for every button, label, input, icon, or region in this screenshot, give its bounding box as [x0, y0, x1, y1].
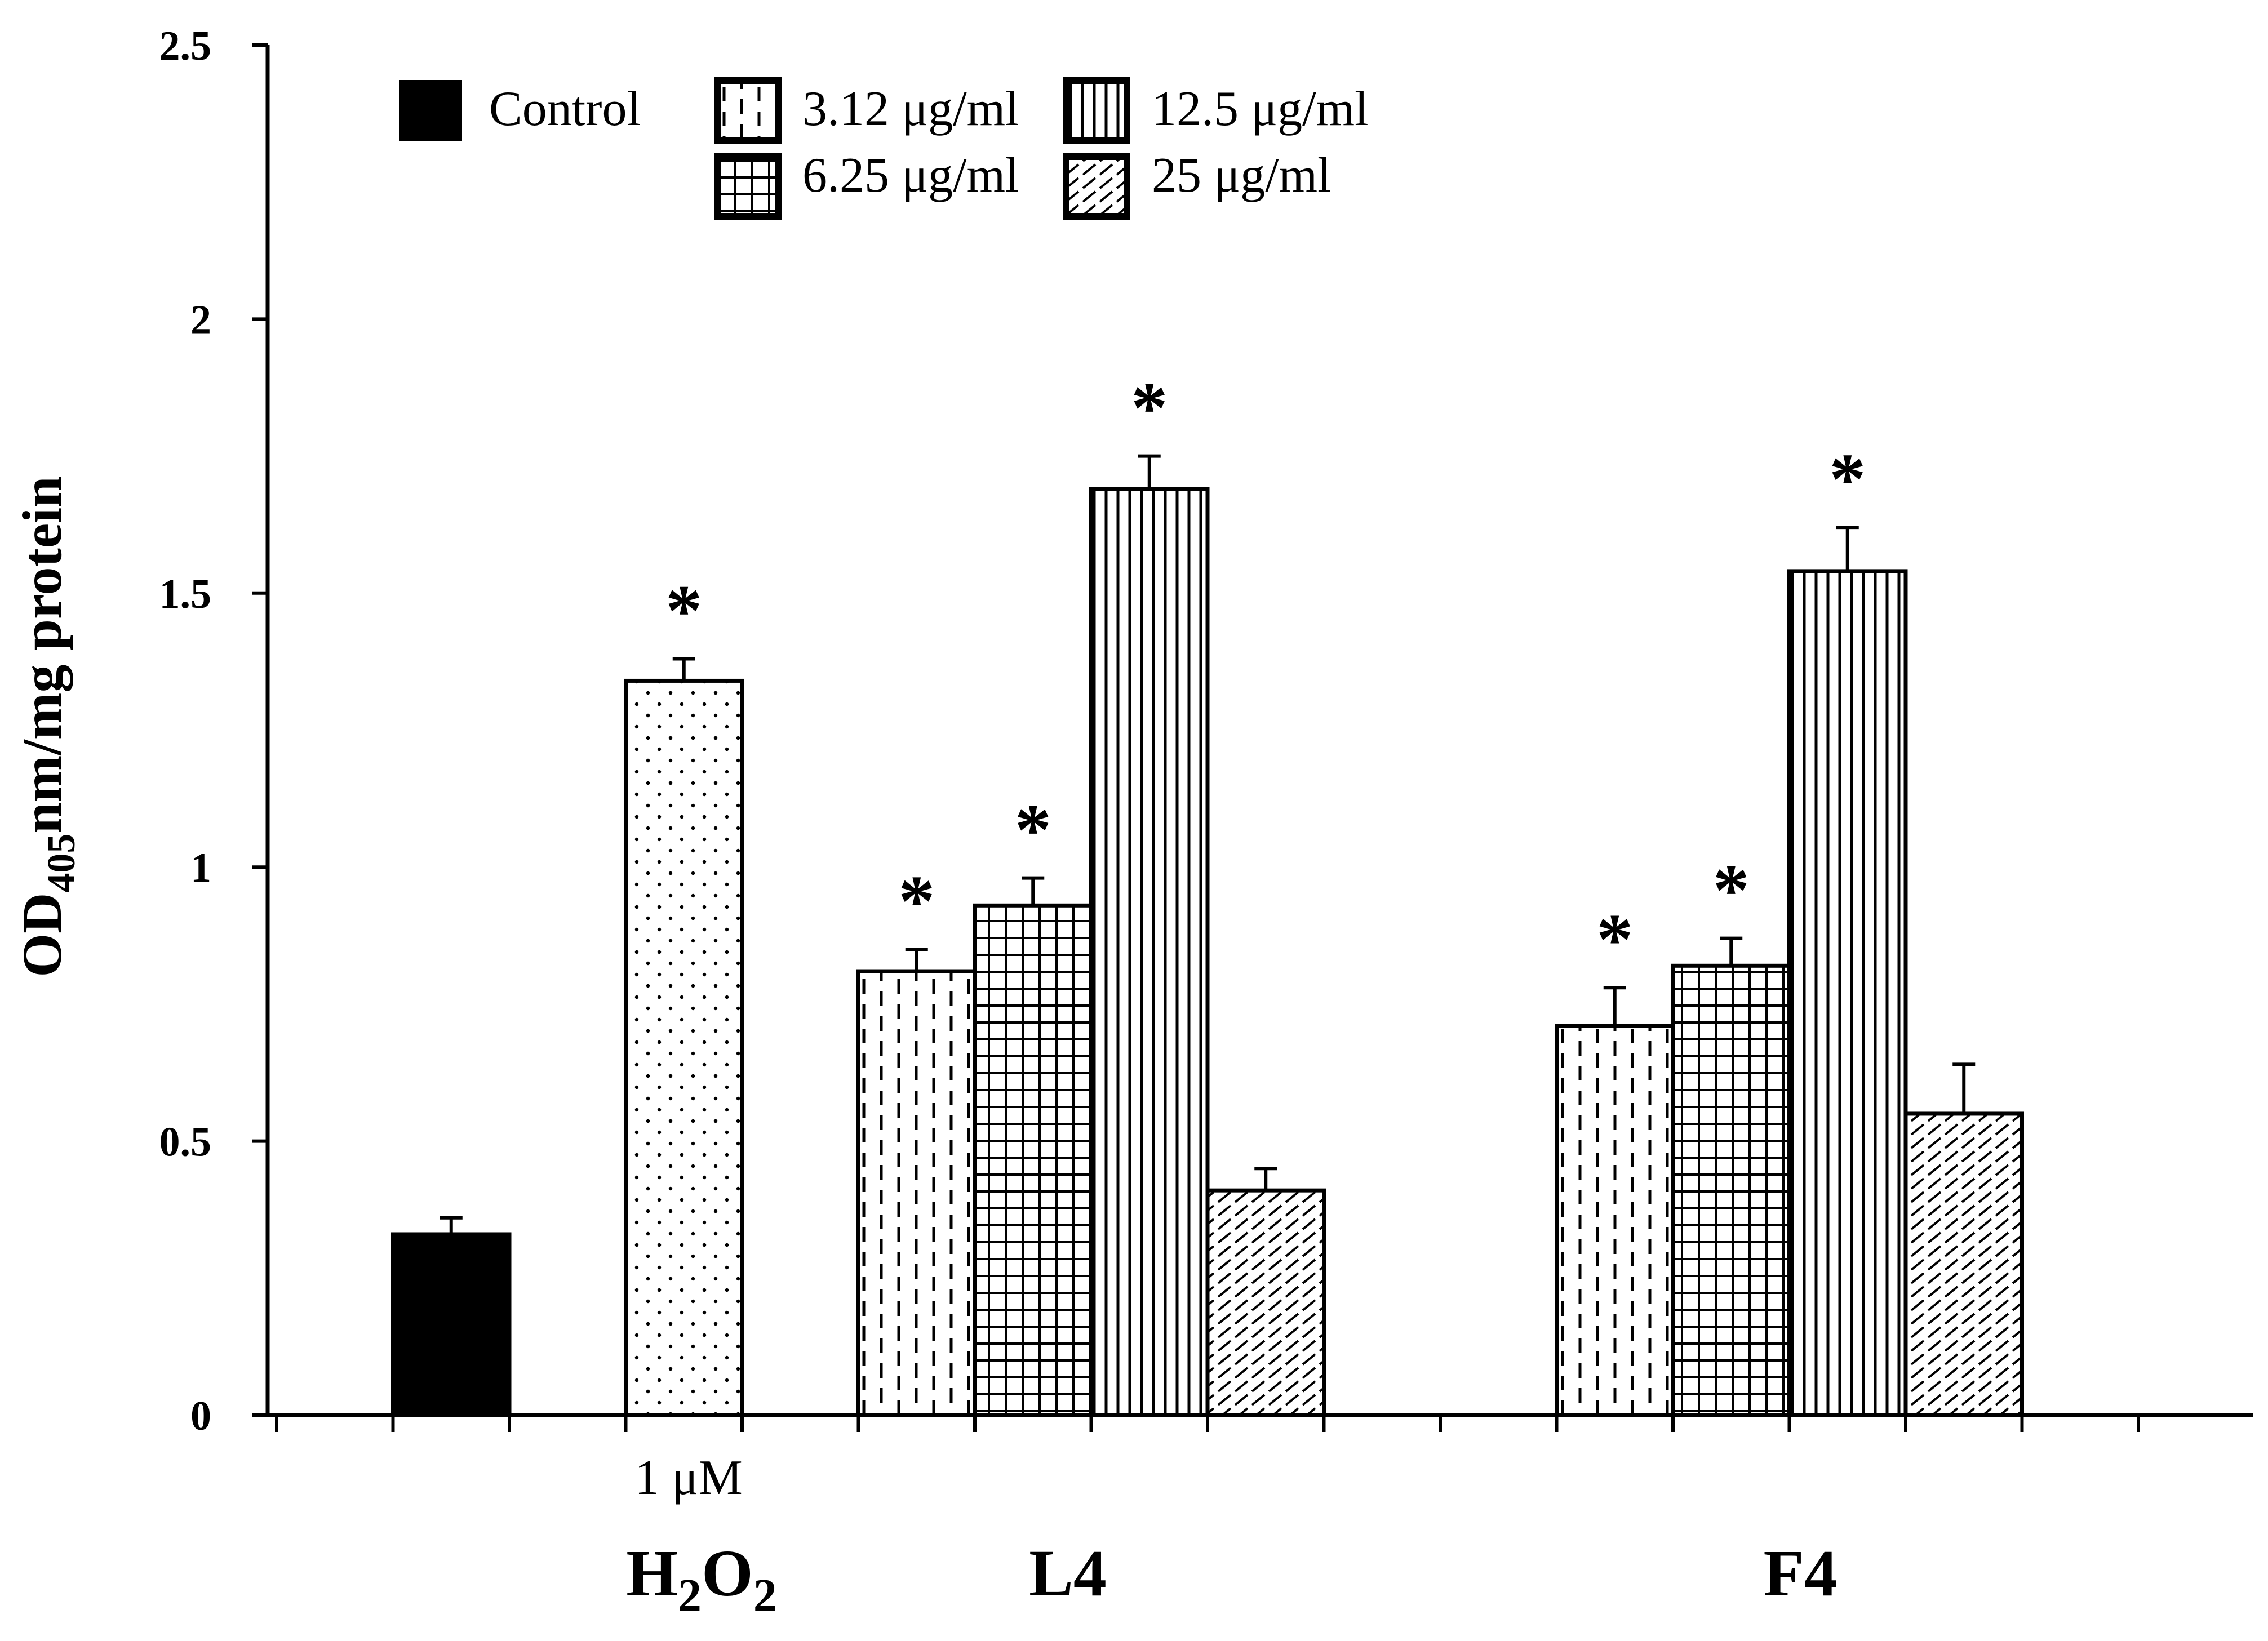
bars: * * * * * * *	[391, 368, 2024, 1417]
legend-swatch-3-12	[714, 77, 782, 144]
bar-f4-12-5-ug-ml	[1787, 569, 1908, 1417]
legend-label-12-5: 12.5 μg/ml	[1152, 82, 1369, 136]
category-label-h2o2: H2O2	[626, 1536, 777, 1622]
significance-marker-h2o2-1-um: *	[665, 571, 702, 652]
legend-label-6-25: 6.25 μg/ml	[802, 148, 1019, 203]
y-tick-marks	[252, 43, 268, 1417]
significance-marker-l4-3-12-ug-ml: *	[898, 861, 935, 942]
significance-marker-l4-6-25-ug-ml: *	[1015, 790, 1051, 871]
x-tick-marks	[275, 1415, 2140, 1432]
y-tick-labels: 0 0.5 1 1.5 2 2.5	[159, 23, 212, 1439]
bar-h2o2-1-um	[624, 678, 744, 1417]
significance-marker-f4-12-5-ug-ml: *	[1829, 439, 1866, 520]
bar-l4-25-ug-ml	[1205, 1188, 1326, 1417]
y-tick-label: 0.5	[159, 1119, 212, 1166]
legend-swatch-25	[1063, 153, 1130, 220]
significance-marker-l4-12-5-ug-ml: *	[1131, 368, 1168, 449]
bar-l4-3-12-ug-ml	[856, 969, 977, 1417]
bar-f4-3-12-ug-ml	[1555, 1024, 1675, 1417]
legend-label-25: 25 μg/ml	[1152, 148, 1331, 203]
y-tick-label: 2	[190, 297, 211, 343]
bar-f4-6-25-ug-ml	[1671, 963, 1791, 1417]
y-axis-label: OD405nm/mg protein	[11, 476, 83, 977]
legend-swatch-6-25	[714, 153, 782, 220]
legend-swatch-12-5	[1063, 77, 1130, 144]
bar-l4-6-25-ug-ml	[973, 903, 1093, 1417]
legend-swatch-control	[399, 80, 462, 141]
bar-control	[391, 1232, 512, 1417]
legend: Control 3.12 μg/ml 12.5 μg/ml 6.25 μg/ml…	[399, 77, 1369, 220]
y-tick-label: 1	[190, 845, 211, 891]
significance-marker-f4-6-25-ug-ml: *	[1713, 850, 1750, 931]
y-tick-label: 2.5	[159, 23, 212, 69]
bar-l4-12-5-ug-ml	[1089, 487, 1210, 1417]
significance-marker-f4-3-12-ug-ml: *	[1596, 899, 1633, 980]
category-label-f4: F4	[1763, 1536, 1837, 1610]
bar-f4-25-ug-ml	[1903, 1111, 2024, 1417]
legend-label-3-12: 3.12 μg/ml	[802, 82, 1019, 136]
category-label-l4: L4	[1029, 1536, 1107, 1610]
y-tick-label: 1.5	[159, 571, 212, 617]
legend-label-control: Control	[489, 82, 641, 136]
y-tick-label: 0	[190, 1393, 211, 1439]
category-label-h2o2-dose: 1 μM	[634, 1451, 742, 1505]
